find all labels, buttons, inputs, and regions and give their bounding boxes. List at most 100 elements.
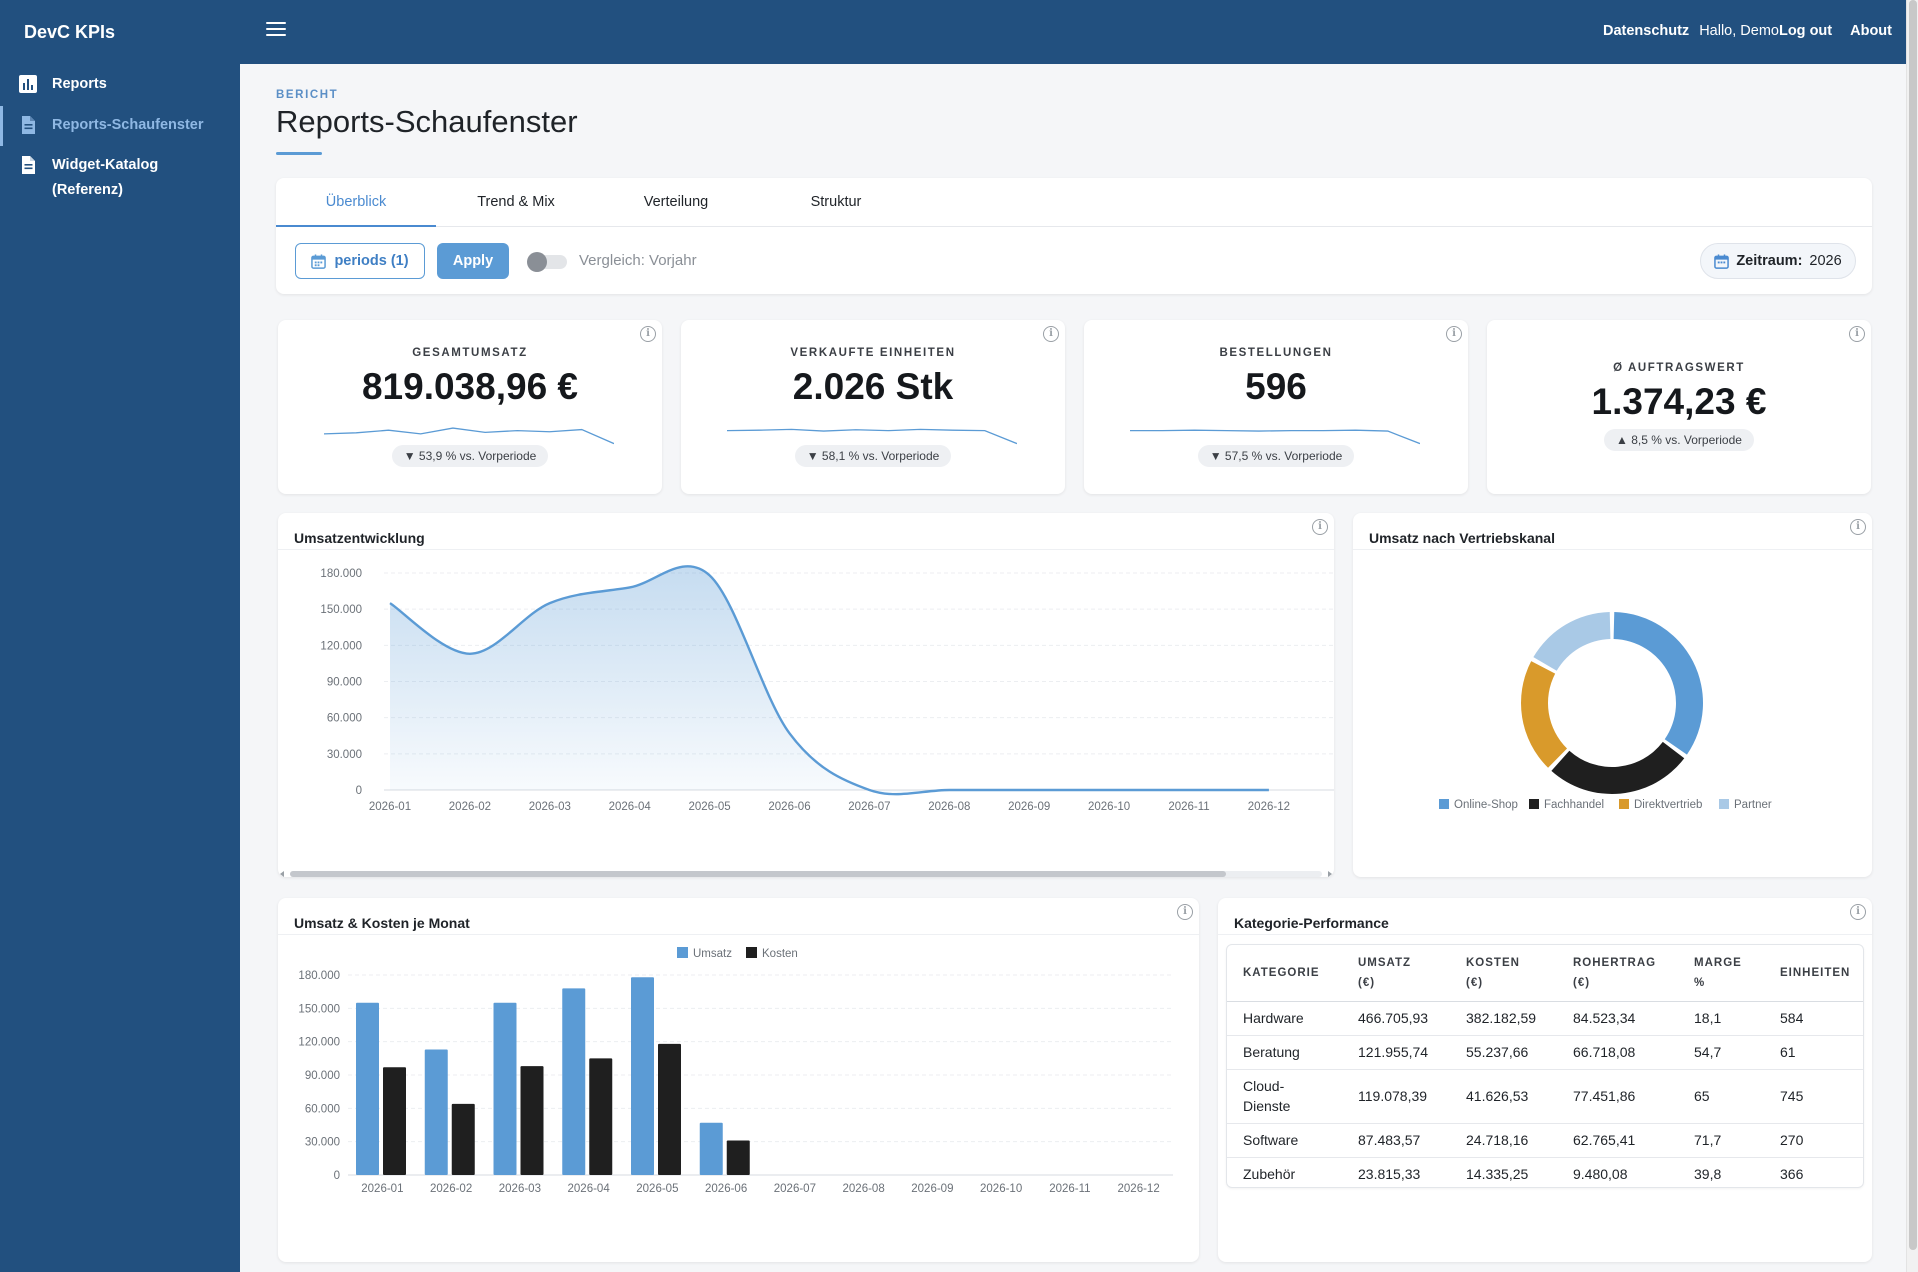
x-tick-label: 2026-02 [449,801,491,813]
panel-vertriebskanal: Umsatz nach Vertriebskanal i [1353,513,1872,877]
legend-label: Umsatz [693,948,732,960]
page-scrollbar[interactable] [1906,0,1918,1272]
periods-button[interactable]: periods (1) [295,243,425,279]
y-tick-label: 30.000 [327,749,362,761]
y-tick-label: 180.000 [298,970,340,982]
x-tick-label: 2026-06 [705,1183,747,1195]
data-point [947,788,951,792]
bar-kosten [589,1058,613,1175]
info-icon[interactable]: i [1850,904,1866,920]
x-tick-label: 2026-04 [609,801,652,813]
datenschutz-link[interactable]: Datenschutz [1602,23,1690,39]
calendar-icon [311,253,327,269]
kpi-card-bestellungen: i BESTELLUNGEN 596 ▼ 57,5 % vs. Vorperio… [1084,320,1468,494]
toggle-knob [527,252,547,272]
info-icon[interactable]: i [1849,326,1865,342]
y-tick-label: 120.000 [320,640,362,652]
x-tick-label: 2026-09 [911,1183,953,1195]
kategorie-table-wrapper: KATEGORIE UMSATZ (€) KOSTEN (€) ROHERTRAG(… [1226,944,1864,1188]
tab-ueberblick[interactable]: Überblick [276,178,436,227]
y-tick-label: 0 [356,785,362,797]
tab-verteilung[interactable]: Verteilung [643,194,709,210]
x-tick-label: 2026-12 [1248,801,1290,813]
data-point [548,601,552,605]
sidebar-item-label-line2: (Referenz) [52,182,123,198]
zeitraum-chip[interactable]: Zeitraum: 2026 [1700,243,1856,279]
x-tick-label: 2026-11 [1049,1183,1090,1195]
panel-divider [1353,549,1872,550]
data-point [788,731,792,735]
kpi-delta: ▲ 8,5 % vs. Vorperiode [1487,429,1871,451]
x-tick-label: 2026-03 [499,1183,541,1195]
kpi-value: 819.038,96 € [361,366,579,407]
sparkline-line [727,428,1017,445]
donut-slice-fachhandel [1551,741,1685,794]
tab-trend-mix[interactable]: Trend & Mix [477,194,555,210]
document-icon [22,156,35,174]
info-icon[interactable]: i [640,326,656,342]
tab-struktur[interactable]: Struktur [810,194,862,210]
bar-umsatz [356,1002,379,1175]
th-einheiten[interactable]: EINHEITEN [1764,945,1863,1002]
cell-umsatz: 87.483,57 [1342,1123,1450,1158]
info-icon[interactable]: i [1043,326,1059,342]
tabs-card: Überblick Trend & Mix Verteilung Struktu… [276,178,1872,294]
donut-slice-partner [1533,612,1611,671]
cell-einheiten: 270 [1764,1123,1863,1158]
logout-link[interactable]: Log out [1778,23,1833,39]
legend-label: Kosten [762,948,798,960]
sidebar-item-reports-schaufenster[interactable]: Reports-Schaufenster [0,106,240,146]
x-tick-label: 2026-08 [843,1183,885,1195]
zeitraum-label: Zeitraum: [1736,253,1803,269]
th-kosten[interactable]: KOSTEN (€) [1450,945,1557,1002]
compare-toggle[interactable] [527,252,567,272]
sidebar-item-reports[interactable]: Reports [0,74,240,97]
table-row: Hardware 466.705,93 382.182,59 84.523,34… [1227,1001,1863,1036]
cell-kategorie: Beratung [1227,1035,1342,1070]
legend-swatch [677,947,688,958]
kpi-value: 2.026 Stk [792,366,954,407]
data-point [1267,788,1271,792]
info-icon[interactable]: i [1446,326,1462,342]
cell-einheiten: 745 [1764,1069,1863,1124]
x-tick-label: 2026-03 [529,801,571,813]
legend-swatch [746,947,757,958]
brand-title[interactable]: DevC KPIs [24,22,116,42]
compare-toggle-label: Vergleich: Vorjahr [579,252,697,269]
hamburger-menu-icon[interactable] [266,22,286,40]
bar-kosten [658,1043,681,1175]
kpi-label: GESAMTUMSATZ [412,347,528,359]
kpi-delta-badge: ▼ 53,9 % vs. Vorperiode [391,445,549,467]
calendar-icon [1714,253,1730,269]
cell-einheiten: 584 [1764,1001,1863,1036]
kpi-delta: ▼ 58,1 % vs. Vorperiode [681,445,1065,467]
apply-button[interactable]: Apply [437,243,509,279]
kategorie-table: KATEGORIE UMSATZ (€) KOSTEN (€) ROHERTRAG(… [1227,945,1863,1187]
th-rohertrag[interactable]: ROHERTRAG (€) [1557,945,1678,1002]
info-icon[interactable]: i [1312,519,1328,535]
scrollbar-thumb[interactable] [1909,0,1917,1250]
data-point [628,585,632,589]
sidebar-item-label: Reports-Schaufenster [52,117,204,133]
umsatz-kosten-bar-chart: 0 30.000 60.000 90.000 120.000 150.000 180.000… [298,947,1173,1195]
about-link[interactable]: About [1850,23,1892,39]
cell-rohertrag: 77.451,86 [1557,1069,1678,1124]
cell-kategorie: Software [1227,1123,1342,1158]
sidebar-item-widget-katalog[interactable]: Widget-Katalog (Referenz) [0,155,240,203]
panel-divider [278,934,1199,935]
th-kategorie[interactable]: KATEGORIE [1227,945,1342,1002]
data-point [1187,788,1191,792]
umsatzentwicklung-chart: 0 30.000 60.000 90.000 120.000 150.000 180.000… [320,565,1334,813]
bar-umsatz [562,988,586,1175]
cell-kosten: 382.182,59 [1450,1001,1557,1036]
sidebar-item-label-line1: Widget-Katalog [52,157,159,173]
cell-marge: 65 [1678,1069,1764,1124]
cell-kosten: 24.718,16 [1450,1123,1557,1158]
cell-marge: 71,7 [1678,1123,1764,1158]
th-umsatz[interactable]: UMSATZ (€) [1342,945,1450,1002]
chart-horizontal-scrollbar[interactable] [278,871,1334,877]
info-icon[interactable]: i [1177,904,1193,920]
legend-label: Direktvertrieb [1634,799,1702,811]
th-marge[interactable]: MARGE% [1678,945,1764,1002]
info-icon[interactable]: i [1850,519,1866,535]
